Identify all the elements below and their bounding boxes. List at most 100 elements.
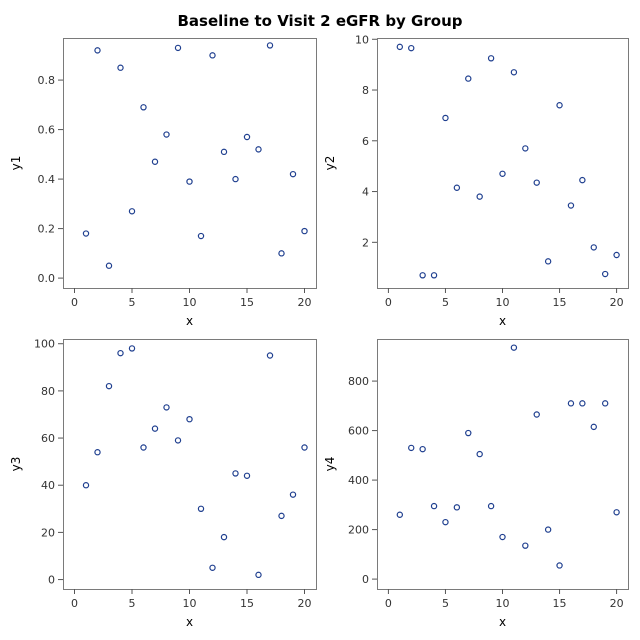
data-point [453,504,461,511]
plot-frame [63,339,317,590]
data-point [82,482,90,489]
y-tick-label: 10 [355,33,369,46]
x-tick-label: 0 [71,597,78,610]
data-point [613,251,620,259]
y-tick-label: 0.8 [38,74,56,87]
y-tick-label: 600 [348,425,369,438]
data-point [579,400,586,407]
data-point [476,193,483,200]
data-point [243,472,251,479]
data-point [301,444,308,451]
data-point [522,542,529,549]
data-point [442,518,449,526]
data-point [442,114,449,122]
x-axis-label: x [499,314,506,328]
scatter-panel-1: 0 5 10 15 20 0.0 0.2 0.4 0.6 0.8 x y1 [9,38,317,328]
plot-frame [377,339,629,590]
data-point [117,64,124,71]
data-point [487,55,495,62]
x-tick-label: 10 [183,597,197,610]
data-point [533,179,540,186]
data-point [499,533,506,541]
data-point [419,445,426,453]
data-point [430,502,438,510]
data-point [197,505,205,513]
data-point [556,102,563,109]
data-point [510,69,518,76]
plot-frame [63,38,317,289]
data-point [289,170,297,178]
data-point [408,444,415,452]
x-tick-label: 5 [129,296,136,309]
data-point [255,146,262,153]
data-point [151,425,159,432]
data-point [465,429,472,437]
data-point [197,232,205,240]
x-tick-label: 0 [385,597,392,610]
data-point [128,208,136,215]
data-point [590,244,597,251]
data-point [278,250,285,257]
x-tick-label: 10 [496,296,510,309]
x-tick-label: 5 [442,597,449,610]
x-tick-label: 5 [129,597,136,610]
x-axis-label: x [186,615,193,629]
data-point [544,526,552,533]
data-point [94,449,101,456]
y-axis-label: y1 [9,156,23,171]
data-point [266,352,274,359]
x-tick-label: 15 [553,597,567,610]
scatter-panel-3: 0 5 10 15 20 0 20 40 60 80 100 x y3 [9,338,317,629]
data-point [163,404,170,411]
data-point [453,184,461,191]
x-tick-label: 5 [442,296,449,309]
data-point [186,415,193,423]
x-tick-label: 10 [183,296,197,309]
data-point [94,47,101,54]
x-tick-label: 10 [496,597,510,610]
x-tick-label: 15 [240,296,254,309]
data-point [105,382,113,390]
y-tick-label: 800 [348,375,369,388]
y-tick-label: 400 [348,474,369,487]
data-point [522,145,529,152]
data-point [613,509,620,516]
data-point [533,411,540,418]
x-tick-label: 20 [610,597,624,610]
x-tick-label: 0 [385,296,392,309]
data-point [510,344,518,351]
y-tick-label: 0.6 [38,124,56,137]
data-point [232,470,239,477]
x-axis-label: x [499,615,506,629]
data-point [567,400,575,407]
data-point [579,176,586,184]
data-point [220,533,228,541]
data-point [151,158,159,165]
data-point [301,227,308,235]
data-point [220,148,228,156]
data-point [430,272,438,279]
y-axis-label: y2 [323,156,337,171]
y-tick-label: 0 [48,574,55,587]
data-point [255,571,262,579]
y-tick-label: 60 [41,432,55,445]
x-tick-label: 20 [298,597,312,610]
y-tick-label: 0 [362,573,369,586]
x-tick-label: 15 [553,296,567,309]
data-point [174,44,182,52]
y-tick-label: 0.4 [38,173,56,186]
data-point [105,262,113,269]
data-point [487,502,495,510]
data-point [419,272,426,279]
data-point [601,400,609,407]
y-tick-label: 80 [41,385,55,398]
data-point [601,270,609,278]
data-point [163,131,170,138]
data-point [396,43,404,51]
data-point [289,491,297,498]
x-tick-label: 15 [240,597,254,610]
y-tick-label: 20 [41,526,55,539]
data-point [499,170,506,177]
y-tick-label: 100 [34,338,55,351]
